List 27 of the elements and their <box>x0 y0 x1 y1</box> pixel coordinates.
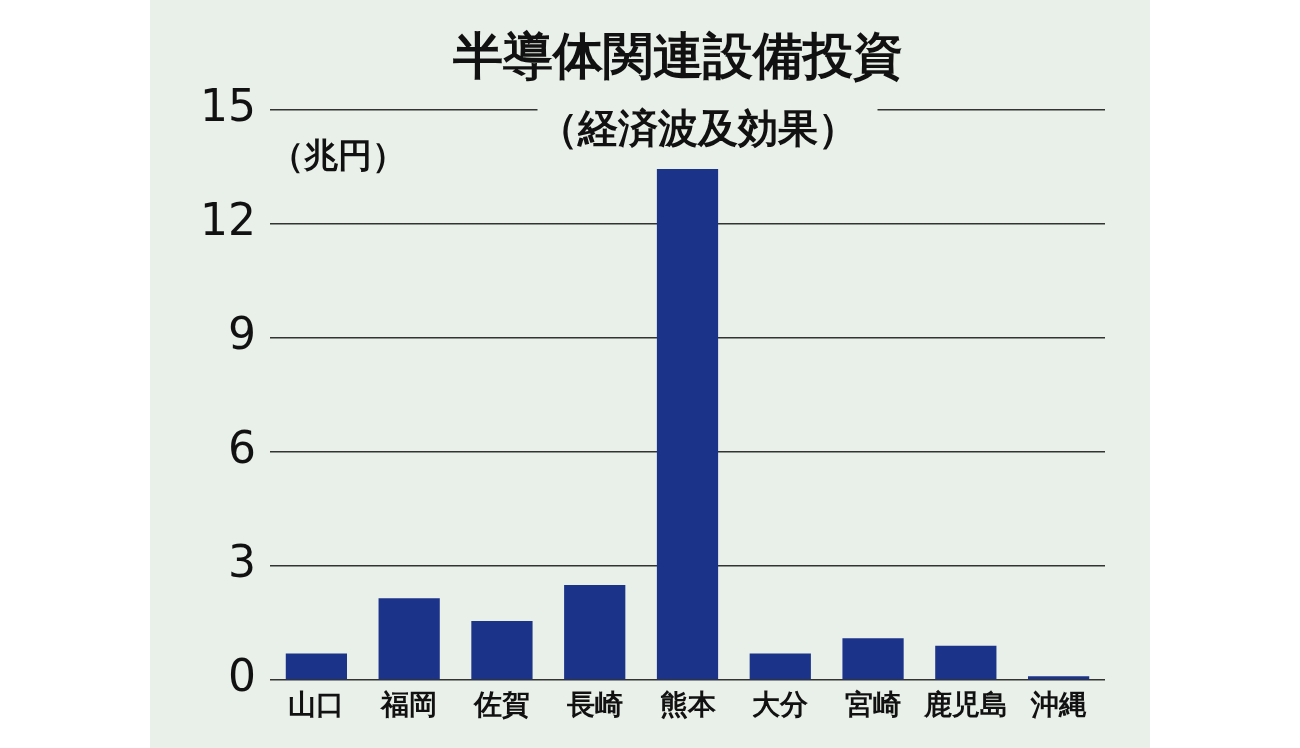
chart-title: 半導体関連設備投資 <box>451 26 903 85</box>
bar <box>378 598 440 680</box>
x-tick-label: 宮崎 <box>845 688 902 722</box>
x-tick-label: 山口 <box>288 688 345 722</box>
bar <box>935 645 997 680</box>
x-tick-label: 熊本 <box>659 688 717 722</box>
bar <box>656 168 719 680</box>
chart-subtitle: （経済波及効果） <box>537 105 858 152</box>
bar <box>285 653 348 680</box>
x-tick-label: 鹿児島 <box>922 688 1008 722</box>
y-tick-label: 3 <box>228 536 256 588</box>
x-tick-label: 沖縄 <box>1029 688 1087 722</box>
y-tick-label: 15 <box>200 80 256 132</box>
x-tick-label: 福岡 <box>379 688 438 722</box>
y-tick-label: 6 <box>228 422 256 474</box>
y-tick-label: 12 <box>200 194 256 246</box>
x-tick-label: 大分 <box>752 688 810 722</box>
x-tick-label: 佐賀 <box>472 688 530 722</box>
bar <box>471 621 533 680</box>
bar <box>842 638 904 680</box>
y-tick-label: 0 <box>228 650 256 702</box>
x-tick-label: 長崎 <box>565 688 623 722</box>
bar <box>749 653 811 680</box>
bar <box>1027 676 1090 680</box>
bar <box>564 585 626 680</box>
y-axis-title: （兆円） <box>270 134 406 175</box>
y-tick-label: 9 <box>228 308 256 360</box>
